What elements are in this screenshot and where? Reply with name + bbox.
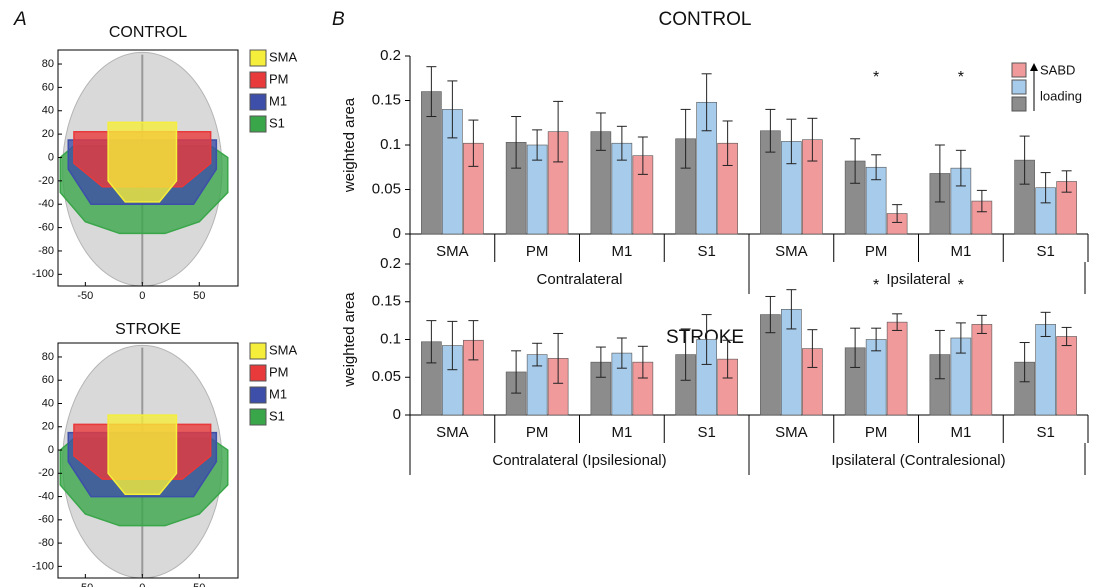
legend-label: M1 [269, 93, 287, 108]
y-tick-label: -40 [38, 198, 54, 210]
x-tick-label: PM [526, 243, 549, 260]
y-tick-label: -100 [32, 268, 54, 280]
x-tick-label: SMA [436, 243, 469, 260]
panel-label: B [332, 9, 345, 30]
plot-frame [57, 342, 239, 579]
legend-label: M1 [269, 386, 287, 401]
x-tick-label: S1 [697, 424, 715, 441]
legend-swatch [249, 364, 267, 382]
y-tick-label: 0.1 [380, 136, 401, 153]
bar [1056, 336, 1077, 416]
y-tick-label: 0.15 [372, 293, 401, 310]
legend-swatch [249, 71, 267, 89]
chart-title: CONTROL [109, 24, 187, 41]
x-tick-label: PM [526, 424, 549, 441]
legend-swatch [1011, 79, 1027, 95]
y-tick-label: 0.15 [372, 91, 401, 108]
y-tick-label: -40 [38, 490, 54, 502]
legend-label: S1 [269, 408, 285, 423]
x-tick-label: PM [865, 243, 888, 260]
legend-swatch [249, 342, 267, 360]
x-tick-label: SMA [775, 243, 808, 260]
group-label: Ipsilateral [886, 271, 950, 288]
y-tick-label: -80 [38, 245, 54, 257]
x-tick-label: SMA [436, 424, 469, 441]
x-tick-label: SMA [775, 424, 808, 441]
bar [971, 324, 993, 416]
x-tick-label: M1 [611, 243, 632, 260]
legend-arrowhead [1030, 63, 1038, 71]
x-tick-label: 0 [139, 290, 145, 302]
y-tick-label: -20 [38, 467, 54, 479]
legend-swatch [249, 49, 267, 67]
legend-swatch [249, 93, 267, 111]
legend-label: SMA [269, 342, 298, 357]
y-tick-label: 0 [48, 444, 54, 456]
x-tick-label: S1 [1036, 243, 1054, 260]
y-tick-label: 0.05 [372, 368, 401, 385]
y-tick-label: -80 [38, 537, 54, 549]
y-tick-label: 0 [393, 225, 401, 242]
y-tick-label: 0.2 [380, 47, 401, 64]
brain-region [107, 414, 178, 495]
y-tick-label: 20 [42, 421, 54, 433]
x-tick-label: M1 [950, 424, 971, 441]
legend-label: S1 [269, 115, 285, 130]
group-label: Contralateral [537, 271, 623, 288]
plot-frame [57, 49, 239, 287]
x-tick-label: -50 [77, 290, 93, 302]
legend-swatch [249, 408, 267, 426]
y-tick-label: -60 [38, 221, 54, 233]
brain-region [107, 121, 178, 203]
legend-label: PM [269, 71, 289, 86]
y-tick-label: 40 [42, 105, 54, 117]
legend-swatch [249, 115, 267, 133]
x-tick-label: -50 [77, 582, 93, 587]
x-tick-label: 0 [139, 582, 145, 587]
bar [1035, 324, 1056, 416]
chart-title: STROKE [115, 321, 181, 338]
significance-marker: * [873, 69, 879, 86]
bar [886, 321, 908, 416]
x-tick-label: S1 [1036, 424, 1054, 441]
significance-marker: * [958, 277, 964, 294]
legend-swatch [249, 386, 267, 404]
significance-marker: * [873, 277, 879, 294]
x-tick-label: M1 [950, 243, 971, 260]
y-axis-label: weighted area [341, 292, 358, 388]
y-tick-label: 0.2 [380, 255, 401, 272]
y-tick-label: 0.1 [380, 330, 401, 347]
y-tick-label: -60 [38, 514, 54, 526]
group-label: Contralateral (Ipsilesional) [492, 452, 666, 469]
panel-label: A [13, 9, 27, 30]
significance-marker: * [958, 69, 964, 86]
x-tick-label: S1 [697, 243, 715, 260]
y-axis-label: weighted area [341, 97, 358, 193]
y-tick-label: 0.05 [372, 180, 401, 197]
legend-label: SABD [1040, 62, 1075, 77]
legend-label: SMA [269, 49, 298, 64]
x-tick-label: PM [865, 424, 888, 441]
legend-swatch [1011, 96, 1027, 112]
y-tick-label: 20 [42, 128, 54, 140]
y-tick-label: 60 [42, 374, 54, 386]
y-tick-label: 0 [393, 406, 401, 423]
x-tick-label: 50 [193, 290, 205, 302]
y-tick-label: 80 [42, 58, 54, 70]
y-tick-label: 40 [42, 397, 54, 409]
legend-label: PM [269, 364, 289, 379]
x-tick-label: M1 [611, 424, 632, 441]
chart-title: CONTROL [659, 9, 752, 30]
y-tick-label: -100 [32, 560, 54, 572]
legend-label: loading [1040, 88, 1082, 103]
y-tick-label: 0 [48, 151, 54, 163]
y-tick-label: 60 [42, 81, 54, 93]
group-label: Ipsilateral (Contralesional) [831, 452, 1005, 469]
x-tick-label: 50 [193, 582, 205, 587]
legend-swatch [1011, 62, 1027, 78]
y-tick-label: -20 [38, 175, 54, 187]
y-tick-label: 80 [42, 351, 54, 363]
